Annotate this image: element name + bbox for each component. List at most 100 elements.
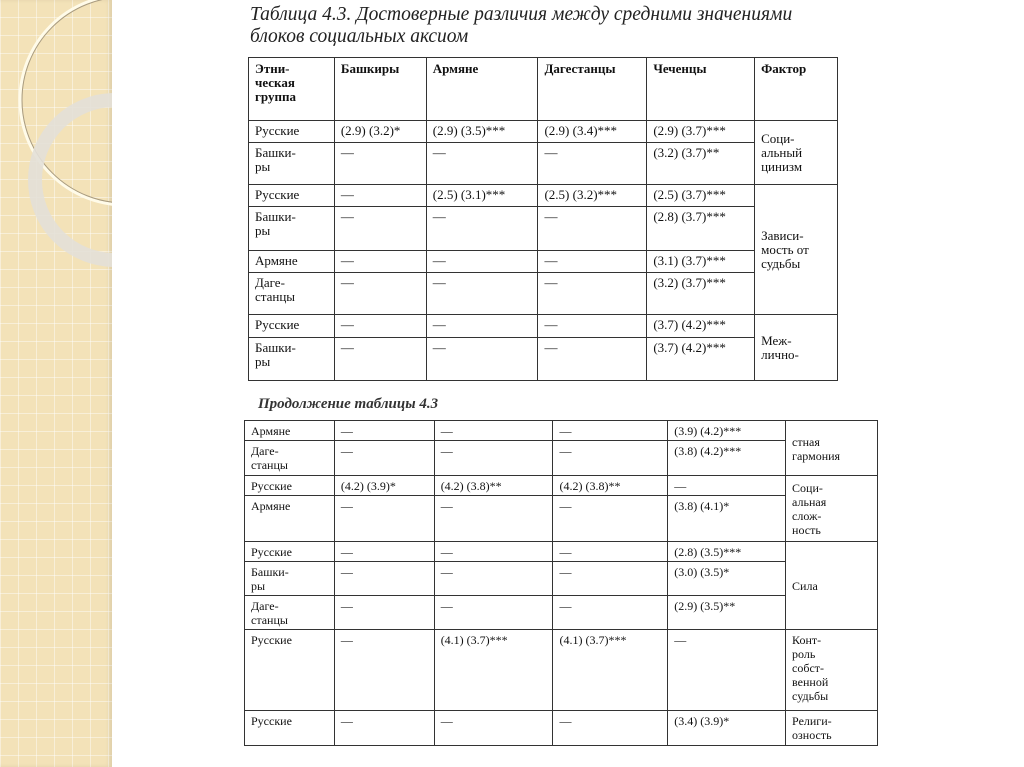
value-cell: (3.0) (3.5)* — [667, 561, 787, 596]
value-cell: — — [425, 250, 539, 273]
value-cell: (3.8) (4.2)*** — [667, 440, 787, 476]
title-line: блоков социальных аксиом — [250, 26, 469, 47]
ethnic-group-cell: Башки- ры — [244, 561, 335, 596]
value-cell: — — [433, 440, 554, 476]
value-cell: (2.9) (3.7)*** — [646, 120, 756, 143]
value-cell: — — [425, 206, 539, 251]
value-cell: — — [433, 561, 554, 596]
title-line: Таблица 4.3. Достоверные различия между … — [250, 4, 793, 25]
value-cell: (4.2) (3.8)** — [433, 475, 554, 496]
value-cell: — — [333, 440, 435, 476]
value-cell: — — [333, 337, 427, 381]
table-row: Армяне — — — (3.9) (4.2)*** стная гармония — [244, 420, 878, 476]
value-cell: (4.1) (3.7)*** — [433, 629, 554, 711]
value-cell: — — [425, 337, 539, 381]
value-cell: — — [667, 475, 787, 496]
value-cell: (2.8) (3.7)*** — [646, 206, 756, 251]
value-cell: — — [537, 250, 648, 273]
table-row: Армяне — — — (3.8) (4.1)* — [244, 495, 878, 542]
ethnic-group-cell: Русские — [248, 120, 335, 143]
column-header: Армяне — [425, 57, 539, 121]
value-cell: (4.1) (3.7)*** — [552, 629, 669, 711]
table-row: Даге- станцы — — — (3.2) (3.7)*** — [248, 272, 838, 315]
column-header: Фактор — [754, 57, 838, 121]
factor-cell: Религи- озность — [785, 710, 878, 746]
ethnic-group-cell: Русские — [244, 710, 335, 746]
table-row: Башки- ры — — — (3.0) (3.5)* — [244, 561, 878, 596]
column-header: Дагестанцы — [537, 57, 648, 121]
value-cell: (3.7) (4.2)*** — [646, 314, 756, 338]
factor-cell: Зависи- мость от судьбы — [754, 184, 838, 315]
value-cell: — — [333, 595, 435, 630]
value-cell: — — [333, 142, 427, 185]
value-cell: — — [333, 710, 435, 746]
column-header: Чеченцы — [646, 57, 756, 121]
decorative-rings — [18, 0, 112, 267]
ethnic-group-cell: Башки- ры — [248, 337, 335, 381]
continuation-title: Продолжение таблицы 4.3 — [258, 396, 439, 412]
table-row: Русские (2.9) (3.2)* (2.9) (3.5)*** (2.9) (… — [248, 120, 838, 185]
factor-cell: Сила — [785, 541, 878, 630]
table-row: Русские — — — (2.8) (3.5)*** Сила — [244, 541, 878, 630]
table-title: Таблица 4.3. Достоверные различия между … — [250, 4, 792, 48]
value-cell: — — [433, 595, 554, 630]
value-cell: (2.9) (3.5)*** — [425, 120, 539, 143]
value-cell: (3.9) (4.2)*** — [667, 420, 787, 441]
value-cell: (2.9) (3.5)** — [667, 595, 787, 630]
value-cell: — — [333, 206, 427, 251]
value-cell: (3.2) (3.7)*** — [646, 272, 756, 315]
value-cell: — — [333, 314, 427, 338]
table-row: Башки- ры — — — (2.8) (3.7)*** — [248, 206, 838, 251]
decorative-side-panel — [0, 0, 112, 767]
value-cell: — — [537, 142, 648, 185]
value-cell: — — [433, 495, 554, 542]
value-cell: — — [552, 495, 669, 542]
table-row: Русские — — — (3.7) (4.2)*** Меж- лично- — [248, 314, 838, 381]
value-cell: — — [433, 710, 554, 746]
value-cell: — — [333, 495, 435, 542]
factor-cell: Меж- лично- — [754, 314, 838, 381]
value-cell: — — [425, 314, 539, 338]
value-cell: (3.7) (4.2)*** — [646, 337, 756, 381]
value-cell: — — [552, 420, 669, 441]
value-cell: — — [537, 206, 648, 251]
table-row: Русские — (4.1) (3.7)*** (4.1) (3.7)*** — Кон… — [244, 629, 878, 711]
value-cell: — — [552, 541, 669, 562]
value-cell: (4.2) (3.9)* — [333, 475, 435, 496]
ethnic-group-cell: Башки- ры — [248, 206, 335, 251]
value-cell: — — [433, 420, 554, 441]
value-cell: (4.2) (3.8)** — [552, 475, 669, 496]
value-cell: — — [333, 629, 435, 711]
ethnic-group-cell: Армяне — [244, 420, 335, 441]
value-cell: — — [537, 272, 648, 315]
value-cell: — — [333, 541, 435, 562]
value-cell: (3.4) (3.9)* — [667, 710, 787, 746]
ethnic-group-cell: Русские — [244, 541, 335, 562]
value-cell: — — [425, 272, 539, 315]
ethnic-group-cell: Русские — [244, 629, 335, 711]
table-part-2: Армяне — — — (3.9) (4.2)*** стная гармония Даг… — [244, 420, 878, 746]
table-row: Русские — — — (3.4) (3.9)* Религи- озность — [244, 710, 878, 746]
value-cell: — — [333, 272, 427, 315]
value-cell: (2.9) (3.2)* — [333, 120, 427, 143]
value-cell: (2.5) (3.2)*** — [537, 184, 648, 207]
table-row: Русские (4.2) (3.9)* (4.2) (3.8)** (4.2) (3… — [244, 475, 878, 542]
value-cell: — — [537, 314, 648, 338]
table-row: Армяне — — — (3.1) (3.7)*** — [248, 250, 838, 273]
table-row: Даге- станцы — — — (3.8) (4.2)*** — [244, 440, 878, 476]
value-cell: — — [552, 440, 669, 476]
value-cell: — — [433, 541, 554, 562]
factor-cell: Соци- альная слож- ность — [785, 475, 878, 542]
factor-cell: стная гармония — [785, 420, 878, 476]
value-cell: — — [333, 184, 427, 207]
table-row: Русские — (2.5) (3.1)*** (2.5) (3.2)*** (2.5… — [248, 184, 838, 315]
ethnic-group-cell: Русские — [244, 475, 335, 496]
value-cell: — — [552, 561, 669, 596]
ethnic-group-cell: Башки- ры — [248, 142, 335, 185]
value-cell: — — [667, 629, 787, 711]
value-cell: (3.1) (3.7)*** — [646, 250, 756, 273]
value-cell: (2.9) (3.4)*** — [537, 120, 648, 143]
value-cell: — — [537, 337, 648, 381]
value-cell: — — [425, 142, 539, 185]
factor-cell: Конт- роль собст- венной судьбы — [785, 629, 878, 711]
